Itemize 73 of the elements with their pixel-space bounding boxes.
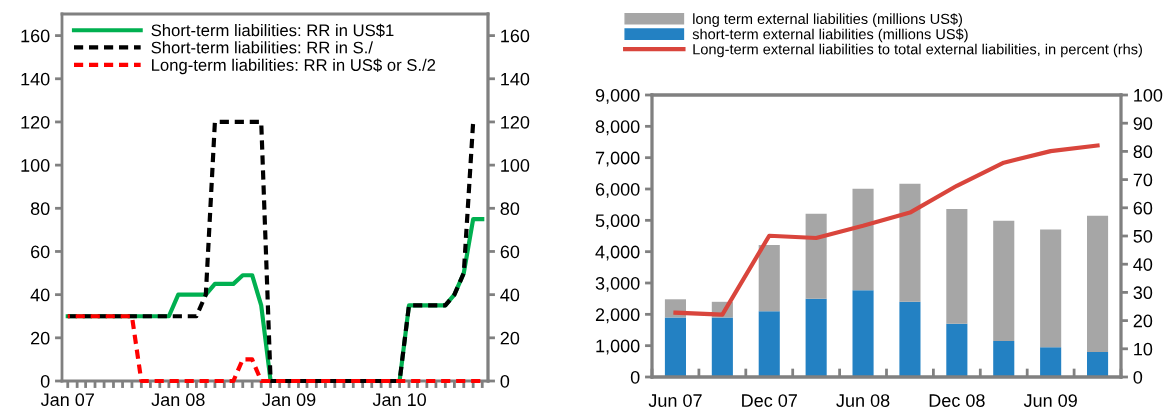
y-tick-label: 8,000: [595, 120, 640, 136]
y-tick-label: 40: [30, 288, 50, 302]
bar: [805, 298, 827, 377]
legend-label: Long-term external liabilities to total external liabilities, in percent (rhs): [693, 43, 1142, 58]
y2-tick-label: 60: [1133, 201, 1153, 215]
y2-tick-label: 10: [1134, 342, 1153, 356]
y2-tick-label: 20: [500, 331, 520, 345]
y-tick-label: 9,000: [595, 88, 640, 104]
x-tick-label: Jan 09: [262, 393, 316, 407]
x-tick-label: Jun 08: [836, 394, 890, 407]
bar: [805, 213, 827, 299]
bar: [852, 290, 874, 377]
y-tick-label: 120: [21, 115, 50, 129]
x-tick-label: Jan 08: [151, 393, 205, 407]
y2-tick-label: 70: [1133, 173, 1153, 187]
bar: [993, 340, 1015, 377]
y-tick-label: 140: [21, 72, 50, 86]
y2-tick-label: 0: [500, 374, 510, 388]
y-tick-label: 6,000: [595, 182, 640, 198]
x-tick-label: Jan 07: [40, 393, 94, 407]
y2-tick-label: 160: [501, 29, 530, 43]
y2-tick-label: 100: [1134, 88, 1163, 102]
y2-tick-label: 40: [500, 288, 520, 302]
legend-label: Short-term liabilities: RR in S./: [151, 41, 373, 54]
bar: [1040, 347, 1062, 377]
y2-tick-label: 90: [1133, 117, 1153, 130]
line-series: [673, 143, 1100, 317]
bar: [899, 301, 921, 377]
y2-tick-label: 0: [1133, 370, 1143, 384]
bar: [1087, 351, 1109, 377]
legend-label: short-term external liabilities (millions US$): [692, 28, 968, 43]
y-tick-label: 2,000: [595, 308, 640, 324]
y2-tick-label: 80: [500, 202, 520, 216]
x-tick-label: Jan 10: [372, 393, 426, 407]
y2-tick-label: 140: [501, 72, 530, 86]
y-tick-label: 5,000: [595, 214, 640, 230]
y2-tick-label: 20: [1133, 314, 1153, 328]
y2-tick-label: 40: [1133, 258, 1153, 271]
y-tick-label: 20: [31, 331, 50, 345]
bar: [946, 323, 968, 377]
legend-label: Long-term liabilities: RR in US$ or S./2: [152, 58, 436, 75]
y-tick-label: 100: [21, 159, 50, 172]
bar: [758, 245, 780, 312]
y-tick-label: 80: [30, 202, 50, 216]
bar: [1087, 215, 1109, 352]
bar: [946, 209, 968, 324]
bar: [758, 311, 780, 377]
x-tick-label: Dec 08: [929, 394, 985, 407]
y-tick-label: 1,000: [596, 339, 640, 355]
bar: [899, 183, 921, 302]
x-tick-label: Jun 07: [648, 394, 702, 407]
y2-tick-label: 60: [500, 245, 520, 259]
bar: [664, 317, 686, 377]
y-tick-label: 160: [21, 29, 50, 43]
y-tick-label: 0: [40, 374, 50, 388]
x-tick-label: Dec 07: [742, 394, 797, 407]
y2-tick-label: 80: [1133, 145, 1153, 159]
legend-label: long term external liabilities (millions US$): [693, 13, 962, 27]
bar: [711, 317, 733, 377]
y2-tick-label: 50: [1133, 229, 1153, 243]
legend-label: Short-term liabilities: RR in US$1: [151, 23, 394, 38]
y-tick-label: 7,000: [595, 151, 640, 167]
y-tick-label: 60: [31, 245, 50, 259]
bar: [1040, 229, 1062, 348]
y-tick-label: 4,000: [595, 245, 640, 261]
bar: [852, 188, 874, 291]
bar: [993, 220, 1015, 341]
y2-tick-label: 100: [501, 159, 530, 172]
y-tick-label: 0: [630, 370, 640, 384]
y2-tick-label: 30: [1133, 286, 1153, 300]
x-tick-label: Jun 09: [1023, 394, 1077, 407]
y-tick-label: 3,000: [595, 276, 640, 292]
y2-tick-label: 120: [501, 115, 530, 129]
